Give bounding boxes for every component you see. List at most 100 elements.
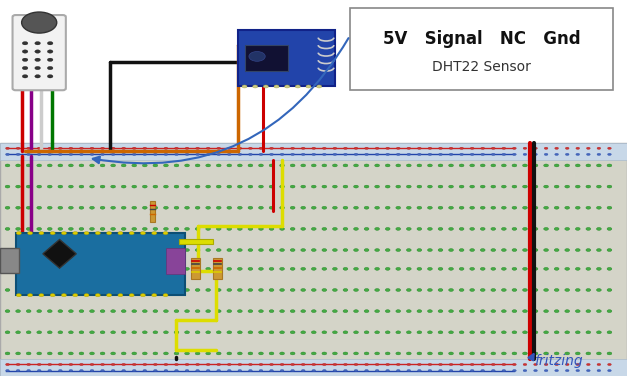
Circle shape (438, 206, 443, 209)
Circle shape (164, 206, 168, 209)
Circle shape (121, 352, 126, 355)
Circle shape (68, 249, 73, 252)
Circle shape (153, 164, 158, 167)
Circle shape (216, 310, 221, 312)
Circle shape (227, 164, 231, 167)
Circle shape (502, 147, 506, 149)
Circle shape (418, 153, 421, 156)
Circle shape (396, 352, 401, 355)
Circle shape (26, 288, 31, 291)
Circle shape (428, 331, 432, 334)
Circle shape (163, 294, 168, 297)
Circle shape (107, 294, 112, 297)
Circle shape (343, 310, 348, 312)
Circle shape (248, 153, 252, 156)
Circle shape (438, 164, 443, 167)
Text: 5V   Signal   NC   Gnd: 5V Signal NC Gnd (382, 30, 581, 48)
Circle shape (248, 164, 253, 167)
Circle shape (322, 249, 327, 252)
Circle shape (586, 310, 591, 312)
Circle shape (48, 363, 51, 365)
Circle shape (512, 185, 517, 188)
Circle shape (140, 294, 145, 297)
Circle shape (491, 164, 496, 167)
Circle shape (90, 370, 94, 372)
Circle shape (26, 249, 31, 252)
Circle shape (280, 164, 285, 167)
Circle shape (37, 227, 41, 230)
Circle shape (544, 153, 548, 156)
Circle shape (596, 352, 601, 355)
Circle shape (164, 147, 168, 149)
Circle shape (280, 249, 285, 252)
Circle shape (492, 147, 495, 149)
FancyBboxPatch shape (13, 15, 66, 90)
Circle shape (386, 288, 390, 291)
Circle shape (206, 370, 210, 372)
Circle shape (512, 331, 517, 334)
Circle shape (365, 147, 369, 149)
Circle shape (364, 164, 369, 167)
Circle shape (492, 370, 495, 372)
Circle shape (68, 288, 73, 291)
Circle shape (142, 227, 147, 230)
Circle shape (607, 164, 612, 167)
Circle shape (248, 227, 253, 230)
Circle shape (470, 185, 475, 188)
Circle shape (28, 294, 33, 297)
Circle shape (354, 153, 358, 156)
Circle shape (343, 288, 348, 291)
Circle shape (586, 370, 590, 372)
Circle shape (95, 294, 100, 297)
Circle shape (58, 288, 63, 291)
Circle shape (375, 331, 379, 334)
Circle shape (417, 288, 422, 291)
Circle shape (48, 153, 51, 156)
Circle shape (312, 352, 316, 355)
Circle shape (248, 249, 253, 252)
Circle shape (195, 206, 200, 209)
Circle shape (522, 288, 527, 291)
Circle shape (68, 206, 73, 209)
Circle shape (533, 206, 538, 209)
Circle shape (406, 352, 411, 355)
Circle shape (152, 232, 157, 235)
Circle shape (227, 227, 231, 230)
Circle shape (174, 249, 179, 252)
Circle shape (195, 227, 200, 230)
Circle shape (312, 185, 316, 188)
Circle shape (354, 363, 358, 365)
Circle shape (269, 227, 274, 230)
Circle shape (122, 370, 125, 372)
Circle shape (238, 352, 242, 355)
Circle shape (290, 288, 295, 291)
Circle shape (375, 267, 379, 270)
Circle shape (238, 206, 242, 209)
Circle shape (48, 42, 53, 45)
Circle shape (174, 267, 179, 270)
Circle shape (269, 249, 274, 252)
Circle shape (16, 206, 21, 209)
Circle shape (554, 164, 559, 167)
Circle shape (302, 153, 305, 156)
Circle shape (343, 185, 348, 188)
Circle shape (269, 331, 274, 334)
Circle shape (522, 249, 527, 252)
Circle shape (90, 206, 95, 209)
Circle shape (459, 185, 464, 188)
Circle shape (69, 153, 73, 156)
Circle shape (365, 370, 369, 372)
Circle shape (27, 370, 31, 372)
Circle shape (480, 185, 485, 188)
Circle shape (522, 331, 527, 334)
Circle shape (196, 153, 199, 156)
Circle shape (68, 227, 73, 230)
Circle shape (58, 206, 63, 209)
Bar (0, 143, 627, 160)
Circle shape (534, 363, 537, 365)
Circle shape (216, 185, 221, 188)
Circle shape (364, 249, 369, 252)
Circle shape (196, 370, 199, 372)
Circle shape (354, 370, 358, 372)
Circle shape (290, 185, 295, 188)
